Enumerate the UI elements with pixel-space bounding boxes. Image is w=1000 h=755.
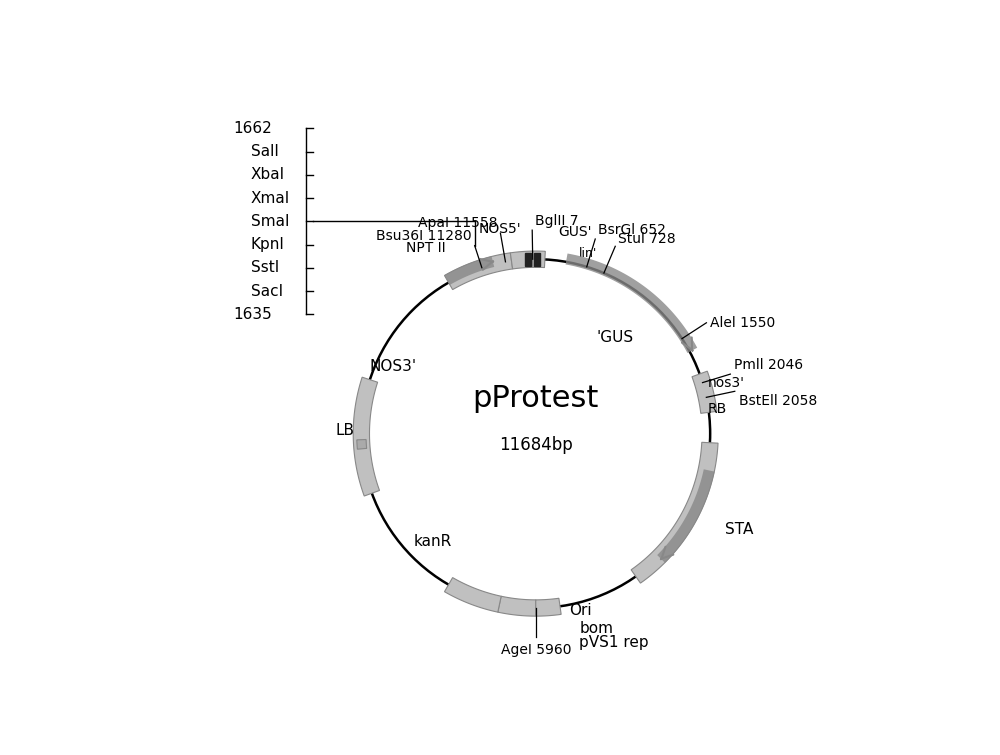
Text: Ori: Ori: [569, 603, 592, 618]
Text: LB: LB: [335, 424, 354, 438]
Text: BglII 7: BglII 7: [535, 214, 579, 228]
Text: lin': lin': [579, 247, 598, 260]
Polygon shape: [498, 596, 536, 616]
Text: NOS5': NOS5': [479, 222, 521, 236]
Polygon shape: [444, 578, 501, 612]
Polygon shape: [533, 251, 545, 267]
Text: SacI: SacI: [251, 284, 283, 299]
Bar: [534, 252, 540, 266]
Polygon shape: [357, 439, 367, 449]
Text: GUS': GUS': [558, 225, 591, 239]
Text: KpnI: KpnI: [251, 237, 285, 252]
Text: 11684bp: 11684bp: [499, 436, 573, 455]
Text: SmaI: SmaI: [251, 214, 289, 229]
Text: bom: bom: [579, 621, 613, 636]
Text: RB: RB: [707, 402, 727, 415]
Text: 'GUS: 'GUS: [597, 330, 634, 345]
Text: STA: STA: [725, 522, 753, 537]
Text: Pmll 2046: Pmll 2046: [734, 358, 804, 371]
Polygon shape: [444, 253, 513, 290]
Text: AgeI 5960: AgeI 5960: [501, 643, 571, 657]
Text: 1635: 1635: [233, 307, 272, 322]
Text: pProtest: pProtest: [473, 384, 599, 413]
Text: kanR: kanR: [414, 534, 452, 549]
Text: nos3': nos3': [707, 376, 744, 390]
Polygon shape: [631, 442, 718, 583]
Text: ApaI 11558: ApaI 11558: [418, 216, 498, 230]
Text: BstEll 2058: BstEll 2058: [739, 393, 817, 408]
Text: XbaI: XbaI: [251, 168, 285, 183]
Polygon shape: [353, 378, 380, 496]
Text: Bsu36I 11280: Bsu36I 11280: [376, 229, 472, 242]
Text: BsrGl 652: BsrGl 652: [598, 223, 666, 237]
Text: pVS1 rep: pVS1 rep: [579, 636, 649, 650]
Text: NPT II: NPT II: [406, 241, 446, 254]
Polygon shape: [536, 598, 561, 616]
Polygon shape: [510, 251, 533, 269]
Text: SstI: SstI: [251, 260, 279, 276]
Text: SalI: SalI: [251, 144, 279, 159]
Polygon shape: [692, 371, 717, 413]
Text: XmaI: XmaI: [251, 191, 290, 205]
Text: Stul 728: Stul 728: [618, 233, 676, 246]
Bar: [525, 253, 531, 266]
Text: NOS3': NOS3': [370, 359, 417, 374]
Text: 1662: 1662: [233, 121, 272, 136]
Text: Alel 1550: Alel 1550: [710, 316, 776, 330]
